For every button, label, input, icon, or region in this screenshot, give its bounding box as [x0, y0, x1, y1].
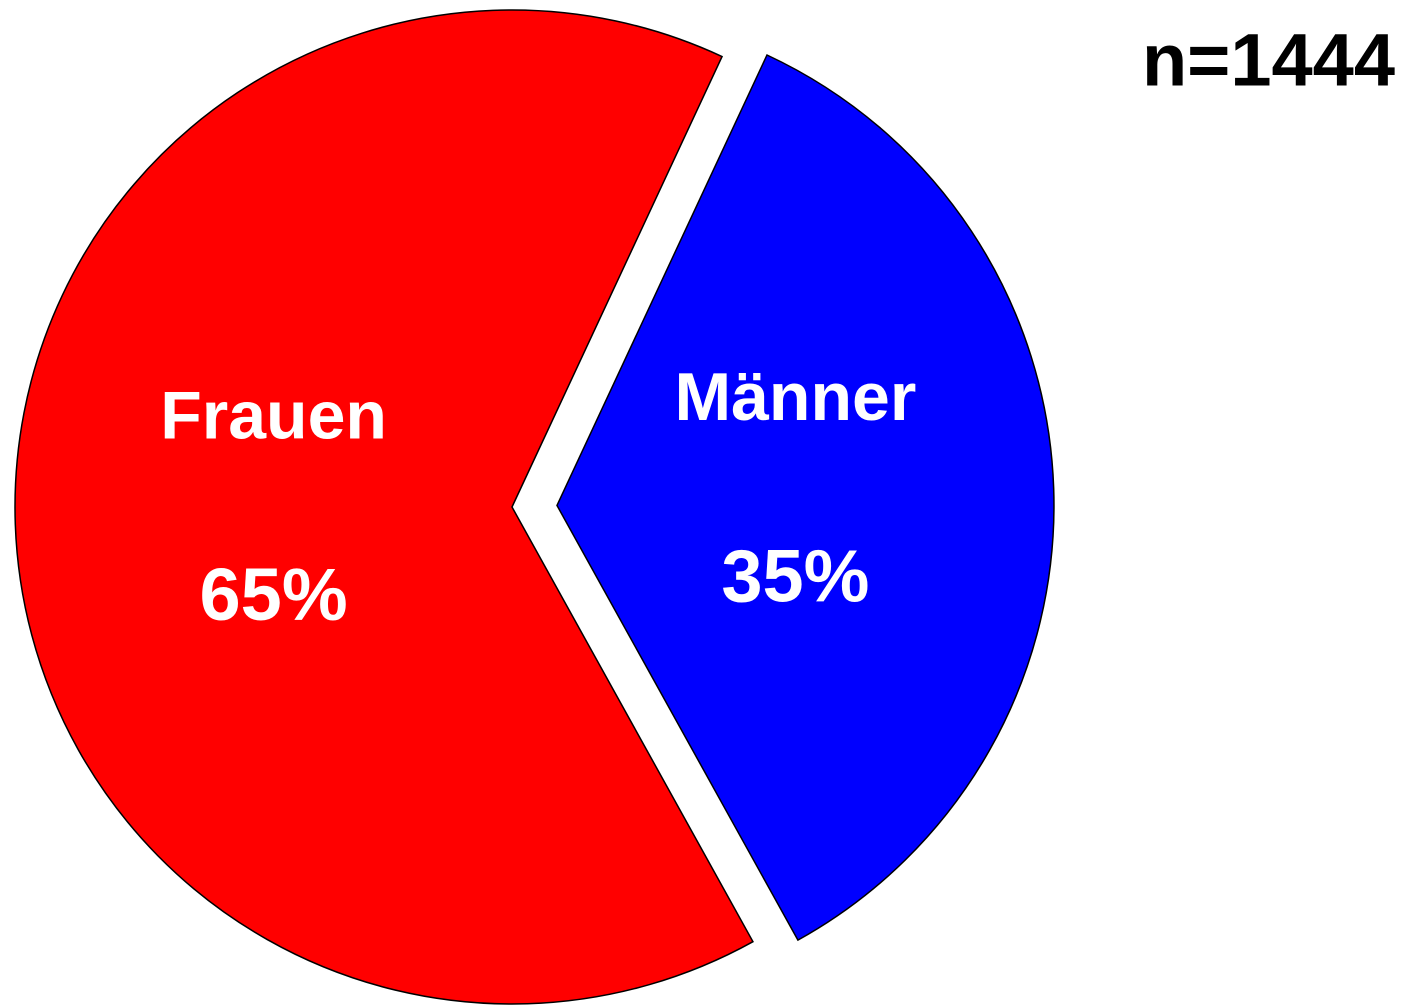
pie-slice — [556, 53, 1055, 942]
value-label: 65% — [200, 553, 348, 636]
slice-label: Frauen — [160, 377, 387, 453]
slice-label: Männer — [674, 359, 916, 435]
sample-size-annotation: n=1444 — [1142, 19, 1395, 102]
pie-slice — [14, 9, 754, 1005]
value-label: 35% — [721, 535, 869, 618]
